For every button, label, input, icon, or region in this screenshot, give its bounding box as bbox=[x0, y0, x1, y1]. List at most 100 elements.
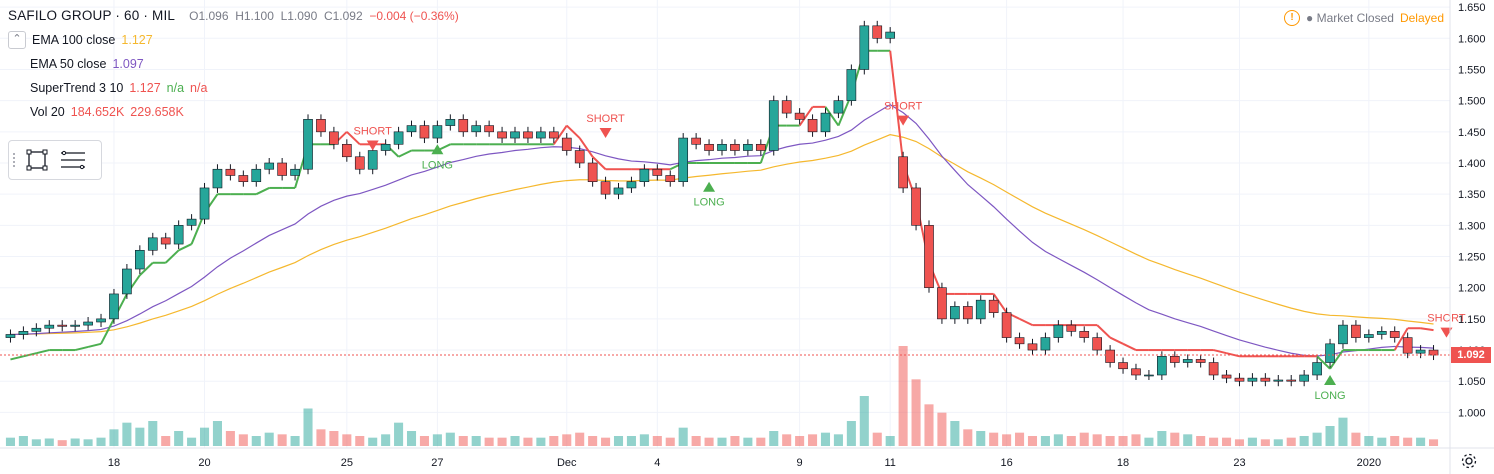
supertrend-segment bbox=[10, 355, 24, 361]
candle-body bbox=[510, 131, 520, 139]
volume-bar bbox=[989, 432, 999, 446]
volume-bar bbox=[717, 437, 727, 446]
price-tick-label: 1.600 bbox=[1458, 33, 1486, 45]
volume-bar bbox=[290, 436, 300, 446]
candle-body bbox=[342, 143, 352, 158]
signal-label: LONG bbox=[422, 159, 453, 171]
candle-body bbox=[613, 187, 624, 195]
drawing-toolbar[interactable] bbox=[8, 140, 102, 180]
change-value: −0.004 (−0.36%) bbox=[369, 9, 459, 23]
candle-body bbox=[1338, 324, 1348, 345]
candle-body bbox=[1286, 379, 1297, 382]
candle-body bbox=[1131, 368, 1141, 376]
indicator-ema100[interactable]: ⌃ EMA 100 close 1.127 bbox=[8, 28, 459, 52]
indicator-lines bbox=[10, 49, 1434, 370]
candle-body bbox=[1027, 343, 1038, 351]
drag-handle-icon[interactable] bbox=[9, 141, 19, 179]
rectangle-icon[interactable] bbox=[19, 145, 55, 175]
volume-bar bbox=[1170, 432, 1180, 446]
candle-body bbox=[574, 150, 585, 164]
volume-bar bbox=[31, 439, 41, 446]
candle-body bbox=[988, 299, 999, 313]
supertrend-segment bbox=[591, 156, 607, 170]
volume-bar bbox=[342, 434, 352, 446]
close-value: C1.092 bbox=[323, 9, 363, 23]
market-closed-label: ● Market Closed bbox=[1306, 11, 1394, 25]
time-tick-label: 23 bbox=[1233, 457, 1245, 469]
volume-bar bbox=[1105, 436, 1115, 446]
volume-bar bbox=[769, 431, 779, 446]
candlesticks bbox=[5, 20, 1439, 387]
candle-body bbox=[1157, 355, 1167, 376]
candle-body bbox=[173, 225, 184, 245]
warning-icon[interactable]: ! bbox=[1284, 10, 1300, 26]
candle-body bbox=[316, 119, 326, 133]
candle-body bbox=[1402, 337, 1413, 354]
candle-body bbox=[186, 218, 197, 226]
indicator-ema50[interactable]: EMA 50 close 1.097 bbox=[8, 52, 459, 76]
indicator-volume[interactable]: Vol 20 184.652K 229.658K bbox=[8, 100, 459, 124]
volume-bar bbox=[394, 422, 404, 446]
signal-label: SHORT bbox=[1427, 313, 1466, 325]
candle-body bbox=[781, 100, 792, 114]
supertrend-segment bbox=[1393, 327, 1409, 351]
signal-label: SHORT bbox=[354, 126, 393, 138]
symbol-title[interactable]: SAFILO GROUP · 60 · MIL bbox=[8, 8, 176, 23]
volume-bar bbox=[808, 434, 818, 446]
volume-bar bbox=[859, 396, 869, 446]
candle-body bbox=[484, 125, 494, 133]
volume-bar bbox=[820, 432, 831, 446]
price-axis[interactable]: 1.0001.0501.1001.1501.2001.2501.3001.350… bbox=[1458, 2, 1486, 419]
candle-body bbox=[1247, 377, 1258, 382]
candle-body bbox=[743, 143, 753, 151]
ema100-line bbox=[10, 134, 1434, 336]
time-axis[interactable]: 18 20 25 27 Dec 4 9 11 16 18 23 2020 bbox=[108, 457, 1381, 469]
supertrend-segment bbox=[566, 124, 581, 139]
volume-bar bbox=[601, 437, 611, 446]
signal-markers: SHORT LONG SHORT LONG SHORT LONG SHORT bbox=[354, 101, 1466, 402]
time-tick-label: 27 bbox=[431, 457, 443, 469]
candle-body bbox=[1273, 379, 1284, 382]
volume-bar bbox=[1312, 432, 1322, 446]
short-signal-icon bbox=[897, 115, 910, 126]
volume-bar bbox=[251, 436, 261, 446]
candle-body bbox=[1001, 312, 1012, 338]
candle-body bbox=[924, 225, 934, 289]
volume-bar bbox=[1429, 439, 1439, 446]
candle-body bbox=[794, 112, 805, 120]
indicator-supertrend[interactable]: SuperTrend 3 10 1.127 n/a n/a bbox=[8, 76, 459, 100]
market-status[interactable]: ! ● Market Closed Delayed bbox=[1284, 10, 1444, 26]
volume-bar bbox=[212, 421, 222, 446]
indicator-name: EMA 50 close bbox=[30, 57, 107, 71]
time-tick-label: 9 bbox=[797, 457, 803, 469]
supertrend-segment bbox=[87, 342, 102, 348]
volume-bar bbox=[639, 434, 649, 446]
lines-icon[interactable] bbox=[55, 145, 91, 175]
supertrend-segment bbox=[100, 318, 115, 345]
indicator-name: EMA 100 close bbox=[32, 33, 116, 47]
gear-icon[interactable] bbox=[1460, 452, 1478, 470]
chevron-up-icon[interactable]: ⌃ bbox=[8, 31, 26, 49]
volume-bar bbox=[652, 436, 662, 446]
candle-body bbox=[109, 293, 119, 320]
volume-bar bbox=[1286, 437, 1296, 446]
candle-body bbox=[717, 143, 727, 151]
candle-body bbox=[393, 131, 404, 145]
volume-bar bbox=[238, 434, 248, 446]
candle-body bbox=[1312, 362, 1322, 376]
candle-body bbox=[96, 318, 106, 323]
supertrend-segment bbox=[36, 349, 50, 355]
volume-bar bbox=[57, 440, 67, 446]
indicator-name: SuperTrend 3 10 bbox=[30, 81, 124, 95]
candle-body bbox=[730, 143, 740, 151]
supertrend-segment bbox=[889, 50, 905, 164]
volume-bar bbox=[355, 436, 365, 446]
volume-bar bbox=[18, 436, 28, 446]
candle-body bbox=[600, 181, 611, 195]
open-value: O1.096 bbox=[189, 9, 229, 23]
supertrend-segment bbox=[824, 106, 840, 127]
volume-bar bbox=[885, 436, 895, 446]
volume-bar bbox=[1183, 434, 1193, 446]
volume-bar bbox=[756, 437, 766, 446]
